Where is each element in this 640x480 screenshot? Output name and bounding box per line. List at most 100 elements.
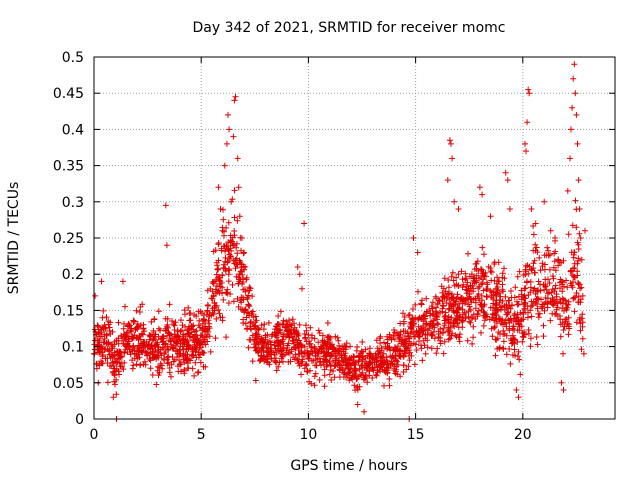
data-point — [575, 299, 582, 306]
data-point — [489, 333, 496, 340]
data-point — [153, 381, 160, 388]
data-point — [239, 279, 246, 285]
data-point — [122, 303, 128, 310]
data-point — [453, 298, 459, 305]
data-point — [563, 301, 570, 307]
data-point — [183, 356, 190, 363]
data-point — [206, 320, 213, 327]
data-point — [158, 335, 164, 342]
data-point — [131, 355, 138, 362]
data-point — [429, 305, 436, 312]
data-point — [557, 321, 564, 328]
data-point — [209, 279, 216, 286]
data-point — [273, 349, 280, 356]
data-point — [189, 346, 196, 353]
data-point — [170, 358, 177, 365]
data-point — [506, 346, 513, 352]
data-point — [355, 358, 362, 365]
data-point — [199, 310, 205, 317]
data-point — [440, 325, 447, 332]
data-point — [462, 314, 469, 320]
data-point — [487, 287, 494, 294]
data-point — [228, 198, 235, 205]
data-point — [359, 348, 366, 355]
data-point — [166, 330, 173, 337]
data-point — [278, 348, 284, 355]
data-point — [534, 295, 541, 302]
data-point — [258, 322, 265, 329]
data-point — [530, 260, 537, 267]
data-point — [411, 361, 418, 368]
data-point — [569, 222, 576, 229]
data-point — [205, 317, 212, 324]
data-point — [457, 331, 463, 338]
data-point — [234, 155, 241, 162]
data-point — [245, 302, 252, 309]
data-point — [150, 327, 157, 334]
data-point — [304, 368, 310, 375]
data-point — [136, 354, 143, 361]
data-point — [123, 332, 130, 339]
data-point — [301, 343, 308, 350]
data-point — [356, 365, 363, 372]
data-point — [223, 224, 230, 231]
data-point — [271, 339, 278, 346]
data-point — [220, 296, 227, 303]
data-point — [320, 342, 327, 349]
data-point — [95, 323, 102, 330]
data-point — [234, 217, 241, 224]
data-point — [534, 288, 541, 295]
data-point — [497, 344, 503, 351]
data-point — [405, 333, 412, 340]
data-point — [387, 362, 394, 369]
data-point — [549, 301, 556, 308]
data-point — [206, 333, 213, 340]
data-point — [380, 354, 387, 361]
data-point — [179, 322, 186, 329]
x-tick-labels: 0 5 10 15 20 — [90, 427, 532, 443]
data-point — [110, 394, 117, 401]
data-point — [527, 284, 534, 291]
data-point — [549, 273, 556, 280]
data-point — [535, 314, 542, 321]
data-point — [168, 373, 174, 380]
data-point — [578, 284, 585, 291]
data-point — [485, 263, 492, 270]
data-point — [475, 267, 482, 274]
data-point — [410, 235, 417, 241]
data-point — [359, 356, 366, 363]
data-point — [543, 252, 550, 259]
data-point — [564, 284, 571, 291]
data-point — [518, 316, 525, 323]
data-point — [185, 304, 192, 311]
data-point — [92, 346, 98, 353]
data-point — [249, 358, 256, 365]
data-point — [528, 313, 535, 320]
data-point — [104, 360, 111, 366]
data-point — [233, 261, 240, 268]
data-point — [323, 363, 330, 370]
data-point — [199, 327, 206, 334]
data-point — [468, 271, 475, 278]
data-point — [357, 372, 363, 379]
data-point — [157, 360, 164, 367]
data-point — [575, 281, 582, 288]
data-point — [444, 177, 451, 184]
data-point — [186, 317, 193, 324]
data-point — [280, 344, 287, 351]
data-point — [516, 268, 523, 275]
data-point — [117, 353, 124, 360]
data-point — [480, 302, 487, 309]
data-point — [244, 296, 251, 302]
data-point — [233, 240, 240, 247]
data-point — [430, 299, 436, 306]
data-point — [109, 353, 116, 360]
data-point — [214, 266, 221, 273]
data-point — [299, 285, 305, 292]
data-point — [480, 269, 487, 276]
data-point — [416, 338, 422, 345]
data-point — [115, 368, 122, 375]
data-point — [396, 352, 403, 359]
data-point — [400, 362, 407, 369]
data-point — [296, 271, 303, 278]
